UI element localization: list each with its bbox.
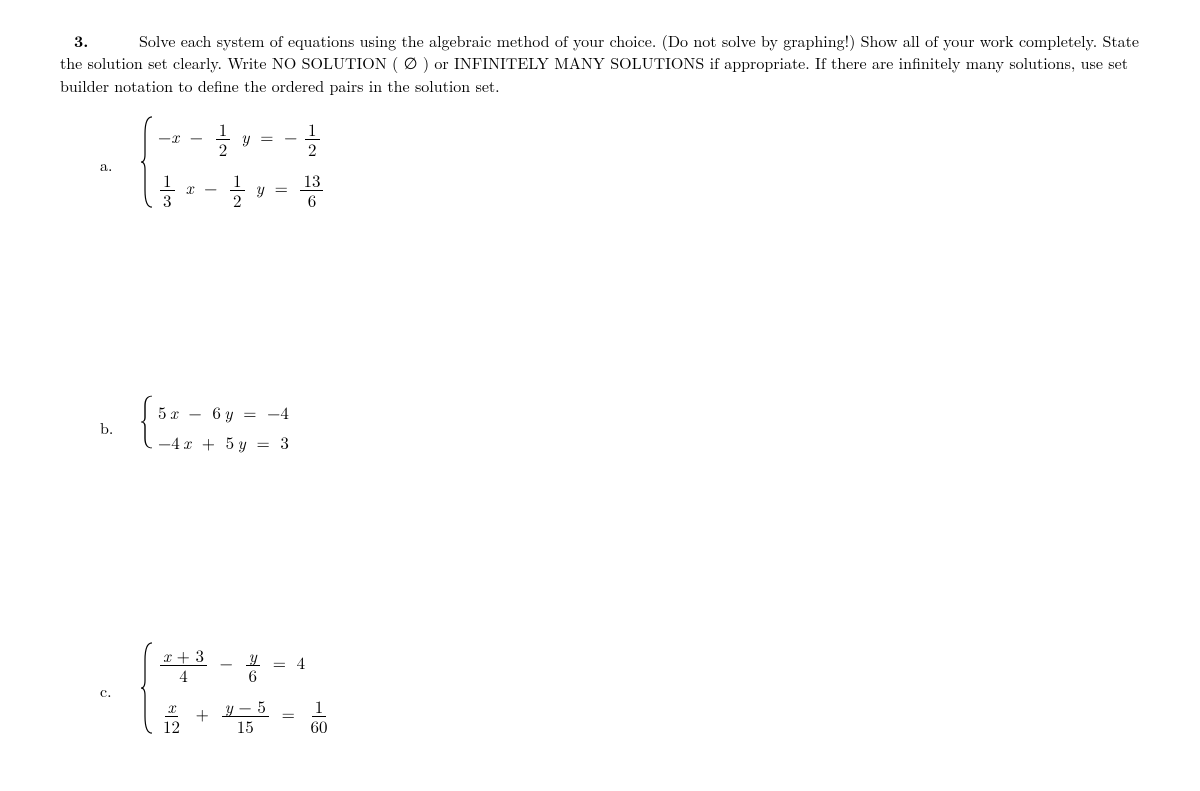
problem-text: Solve each system of equations using the… bbox=[60, 29, 1139, 97]
eq-c1: x + 34 − y6 = 4 bbox=[158, 647, 332, 684]
part-c: c. x + 34 − y6 = 4 x12 + y − 515 = 160 bbox=[100, 641, 1140, 741]
eq-a1: −x − 12 y = − 12 bbox=[158, 121, 325, 158]
system-a: −x − 12 y = − 12 13 x − 12 y = 136 bbox=[140, 115, 325, 215]
system-c: x + 34 − y6 = 4 x12 + y − 515 = 160 bbox=[140, 641, 332, 741]
part-b: b. 5 x − 6 y = −4 −4 x + 5 y = 3 bbox=[100, 395, 1140, 461]
eq-a2: 13 x − 12 y = 136 bbox=[158, 172, 325, 209]
part-a: a. −x − 12 y = − 12 13 x − bbox=[100, 115, 1140, 215]
part-c-label: c. bbox=[100, 680, 120, 702]
parts-list: a. −x − 12 y = − 12 13 x − bbox=[60, 115, 1140, 741]
brace-icon bbox=[140, 115, 154, 209]
brace-icon bbox=[140, 395, 154, 449]
system-b: 5 x − 6 y = −4 −4 x + 5 y = 3 bbox=[140, 395, 289, 461]
eq-c2: x12 + y − 515 = 160 bbox=[158, 698, 332, 735]
problem-number: 3. bbox=[74, 29, 88, 52]
eq-b1: 5 x − 6 y = −4 bbox=[158, 401, 289, 425]
problem-intro: 3. Solve each system of equations using … bbox=[60, 30, 1140, 97]
brace-icon bbox=[140, 641, 154, 735]
part-a-label: a. bbox=[100, 154, 120, 176]
part-b-label: b. bbox=[100, 417, 120, 439]
eq-b2: −4 x + 5 y = 3 bbox=[158, 431, 289, 455]
